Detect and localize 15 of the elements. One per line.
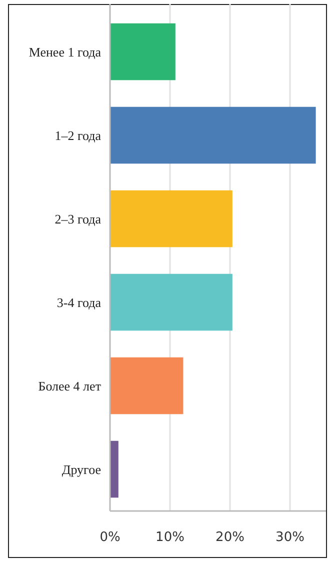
y-tick-label: Менее 1 года xyxy=(28,44,102,60)
x-tick-label: 30% xyxy=(276,530,304,545)
x-tick-label: 20% xyxy=(216,530,244,545)
bar xyxy=(110,190,232,248)
y-tick-label: Более 4 лет xyxy=(38,378,102,394)
x-tick-label: 10% xyxy=(156,530,184,545)
bar xyxy=(110,23,176,80)
bar xyxy=(110,106,316,164)
y-tick-label: 3-4 года xyxy=(56,294,102,310)
y-tick-label: Другое xyxy=(62,462,102,477)
x-tick-label: 0% xyxy=(100,530,120,545)
y-tick-label: 2–3 года xyxy=(54,211,102,226)
y-tick-label: 1–2 года xyxy=(54,128,102,143)
bar xyxy=(110,274,232,331)
bar xyxy=(110,357,184,414)
